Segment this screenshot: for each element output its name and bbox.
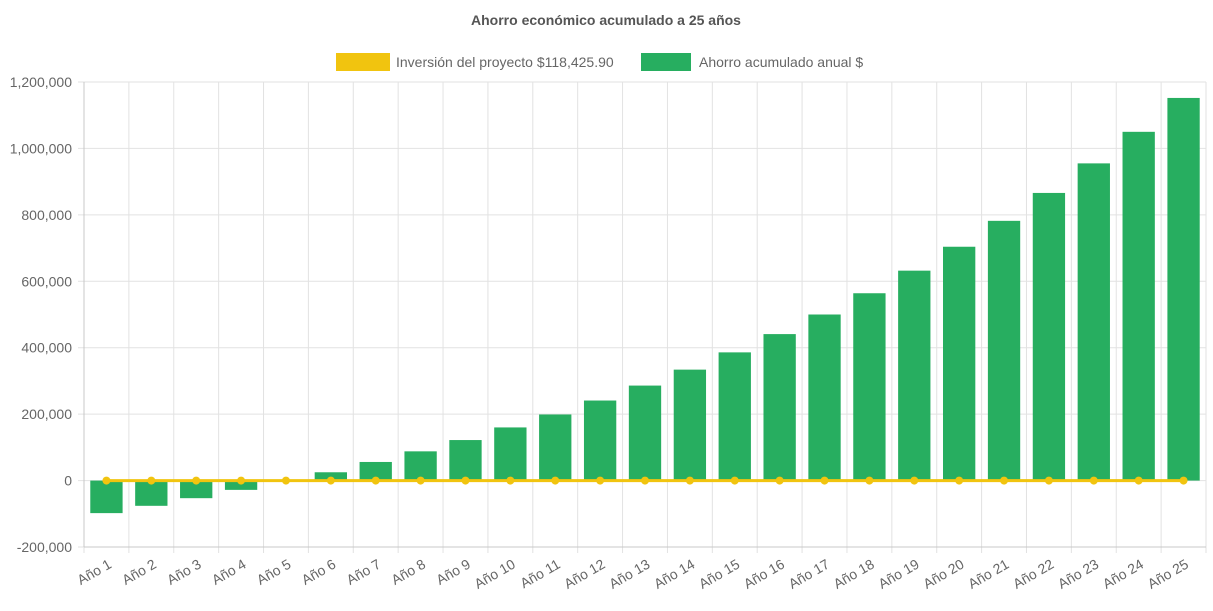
x-tick-label: Año 13 xyxy=(606,556,653,592)
y-tick-label: 1,200,000 xyxy=(10,74,72,90)
line-point-año-21[interactable] xyxy=(1000,477,1008,485)
y-axis: 1,200,000 1,000,000 800,000 600,000 400,000 2… xyxy=(10,74,73,555)
bar-año-14[interactable] xyxy=(674,370,706,481)
bar-series xyxy=(90,98,1199,513)
bar-año-19[interactable] xyxy=(898,271,930,481)
x-tick-label: Año 6 xyxy=(299,556,339,588)
x-tick-label: Año 7 xyxy=(344,556,384,588)
bar-año-18[interactable] xyxy=(853,293,885,480)
bar-año-1[interactable] xyxy=(90,481,122,514)
x-tick-label: Año 10 xyxy=(471,556,518,592)
line-point-año-10[interactable] xyxy=(506,477,514,485)
x-tick-label: Año 3 xyxy=(164,556,204,588)
y-tick-label: 800,000 xyxy=(21,207,72,223)
x-tick-label: Año 21 xyxy=(965,556,1012,592)
line-point-año-7[interactable] xyxy=(372,477,380,485)
bar-año-16[interactable] xyxy=(763,334,795,480)
legend-label-savings: Ahorro acumulado anual $ xyxy=(699,54,863,70)
bar-año-9[interactable] xyxy=(449,440,481,481)
line-point-año-20[interactable] xyxy=(955,477,963,485)
x-tick-label: Año 9 xyxy=(433,556,473,588)
bar-año-24[interactable] xyxy=(1123,132,1155,481)
bar-año-10[interactable] xyxy=(494,427,526,480)
x-tick-label: Año 1 xyxy=(74,556,114,588)
bar-año-15[interactable] xyxy=(719,352,751,480)
bar-año-11[interactable] xyxy=(539,414,571,480)
line-point-año-5[interactable] xyxy=(282,477,290,485)
y-tick-label: 400,000 xyxy=(21,340,72,356)
line-point-año-23[interactable] xyxy=(1090,477,1098,485)
x-tick-label: Año 16 xyxy=(741,556,788,592)
line-point-año-22[interactable] xyxy=(1045,477,1053,485)
x-tick-label: Año 22 xyxy=(1010,556,1057,592)
line-point-año-24[interactable] xyxy=(1135,477,1143,485)
x-tick-label: Año 20 xyxy=(920,556,967,592)
legend-swatch-savings xyxy=(641,53,691,71)
line-point-año-3[interactable] xyxy=(192,477,200,485)
x-tick-label: Año 15 xyxy=(696,556,743,592)
bar-año-12[interactable] xyxy=(584,401,616,481)
x-tick-label: Año 23 xyxy=(1055,556,1102,592)
bar-año-23[interactable] xyxy=(1078,163,1110,480)
bar-año-13[interactable] xyxy=(629,386,661,481)
x-tick-label: Año 14 xyxy=(651,556,698,592)
line-point-año-15[interactable] xyxy=(731,477,739,485)
legend-swatch-investment xyxy=(336,53,390,71)
line-point-año-12[interactable] xyxy=(596,477,604,485)
y-tick-label: 1,000,000 xyxy=(10,140,72,156)
line-point-año-17[interactable] xyxy=(821,477,829,485)
x-tick-label: Año 4 xyxy=(209,556,249,588)
line-series xyxy=(102,477,1187,485)
x-tick-label: Año 17 xyxy=(786,556,833,592)
chart-title: Ahorro económico acumulado a 25 años xyxy=(471,12,741,28)
line-point-año-9[interactable] xyxy=(461,477,469,485)
x-tick-label: Año 5 xyxy=(254,556,294,588)
x-tick-label: Año 19 xyxy=(875,556,922,592)
line-point-año-19[interactable] xyxy=(910,477,918,485)
line-point-año-25[interactable] xyxy=(1180,477,1188,485)
line-point-año-11[interactable] xyxy=(551,477,559,485)
x-tick-label: Año 24 xyxy=(1100,556,1147,592)
y-tick-label: 0 xyxy=(64,473,72,489)
legend-label-investment: Inversión del proyecto $118,425.90 xyxy=(396,54,614,70)
line-point-año-4[interactable] xyxy=(237,477,245,485)
x-tick-label: Año 11 xyxy=(517,556,563,592)
line-point-año-14[interactable] xyxy=(686,477,694,485)
bar-año-17[interactable] xyxy=(808,315,840,481)
y-tick-label: 200,000 xyxy=(21,406,72,422)
bar-año-25[interactable] xyxy=(1167,98,1199,481)
line-point-año-13[interactable] xyxy=(641,477,649,485)
line-point-año-16[interactable] xyxy=(776,477,784,485)
x-tick-label: Año 12 xyxy=(561,556,608,592)
line-point-año-6[interactable] xyxy=(327,477,335,485)
legend-item-investment[interactable]: Inversión del proyecto $118,425.90 xyxy=(336,53,614,71)
y-tick-label: 600,000 xyxy=(21,273,72,289)
line-point-año-8[interactable] xyxy=(417,477,425,485)
line-point-año-1[interactable] xyxy=(102,477,110,485)
line-point-año-18[interactable] xyxy=(865,477,873,485)
bar-año-22[interactable] xyxy=(1033,193,1065,481)
bar-año-20[interactable] xyxy=(943,247,975,481)
legend: Inversión del proyecto $118,425.90 Ahorr… xyxy=(336,53,863,71)
y-tick-label: -200,000 xyxy=(17,539,72,555)
line-point-año-2[interactable] xyxy=(147,477,155,485)
x-tick-label: Año 2 xyxy=(119,556,159,588)
bar-año-8[interactable] xyxy=(404,451,436,480)
x-tick-label: Año 25 xyxy=(1145,556,1192,592)
x-tick-label: Año 18 xyxy=(830,556,877,592)
bar-año-21[interactable] xyxy=(988,221,1020,481)
x-tick-label: Año 8 xyxy=(388,556,428,588)
legend-item-savings[interactable]: Ahorro acumulado anual $ xyxy=(641,53,863,71)
